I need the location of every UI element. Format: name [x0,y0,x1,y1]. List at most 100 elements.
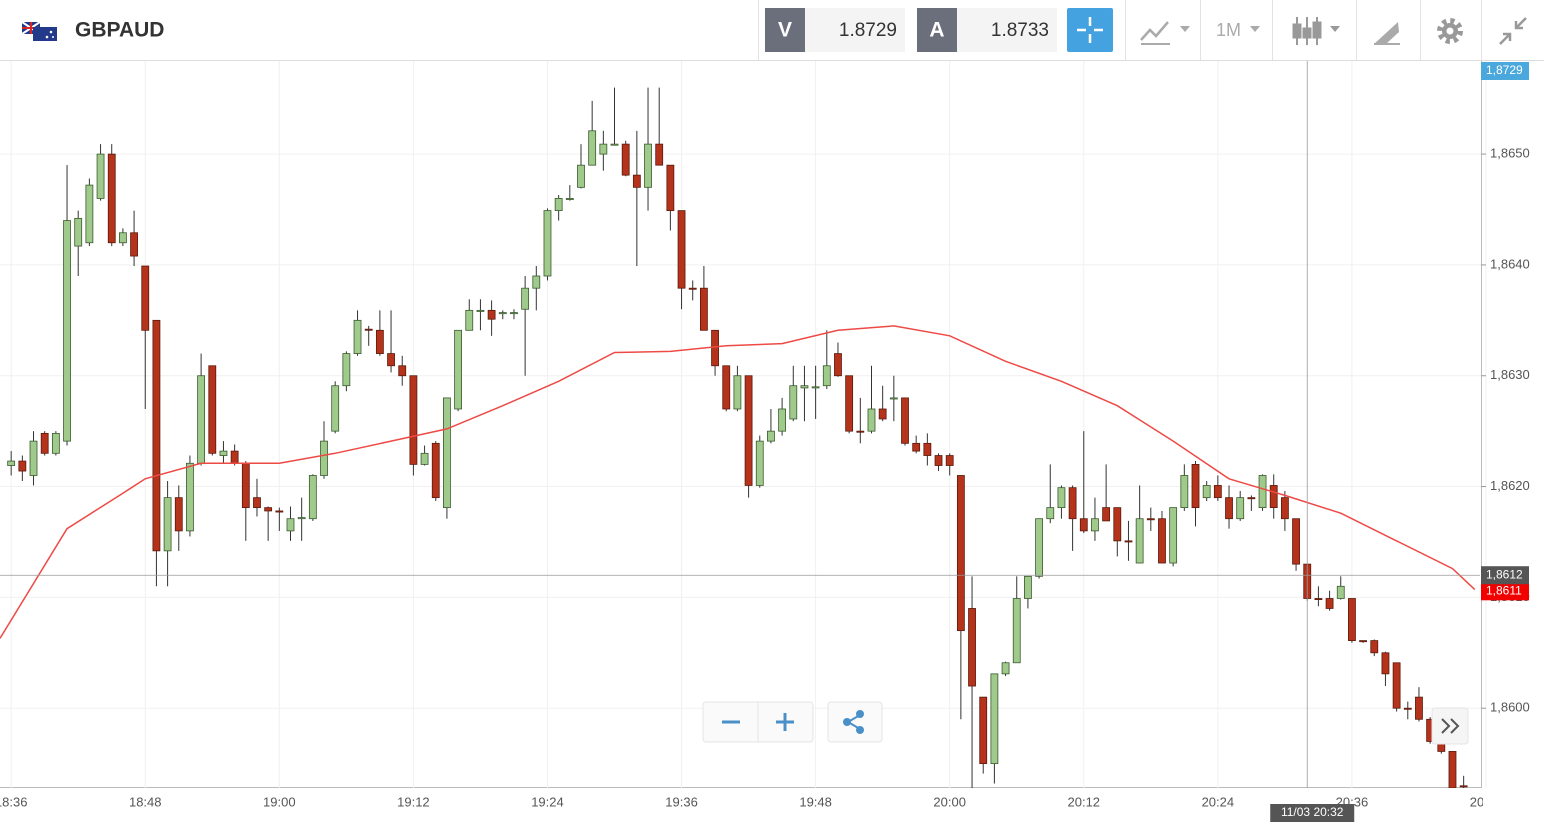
share-button[interactable] [827,701,883,743]
x-tick-label: 18:48 [129,794,162,809]
candle-body [1001,662,1010,675]
candle-body [1079,518,1088,532]
candle-body [96,153,105,199]
candle-body [342,353,351,387]
candle-body [811,386,820,389]
candle-body [498,312,507,315]
candle-body [755,440,764,486]
candle-body [431,442,440,499]
y-tick-label: 1,8600 [1490,700,1530,715]
candle-body [845,375,854,432]
candle-body [1280,497,1289,520]
candle-body [107,153,116,244]
candle-body [912,442,921,452]
time-axis: 18:36 18:48 19:00 19:12 19:24 19:36 19:48 20:00… [0,794,1483,809]
candle-body [1158,518,1166,564]
collapse-button[interactable] [1499,17,1527,45]
candle-body [297,517,306,520]
candle-body [711,329,719,367]
moving-average [0,325,1476,639]
candle-body [197,375,206,464]
y-tick-label: 1,8650 [1490,146,1530,161]
y-tick-label: 1,8630 [1490,367,1530,382]
candle-body [331,385,340,432]
drawing-button[interactable] [1374,22,1400,45]
candle-body [1448,751,1457,788]
candle-body [219,450,228,456]
candle-body [454,329,462,410]
candle-body [230,450,239,464]
x-tick-label: 20:12 [1068,794,1101,809]
candle-body [353,319,362,354]
x-tick-label: 19:24 [531,794,564,809]
scroll-end-button[interactable] [1431,707,1469,745]
chart-type-button[interactable] [1292,17,1340,45]
candle-body [487,309,496,320]
candle-body [409,375,418,465]
timeframe-button[interactable]: 1M [1216,20,1260,40]
candle-body [543,210,552,277]
candle-body [1035,518,1043,577]
last-price-box [1481,582,1529,601]
candle-body [599,143,608,155]
candle-body [398,365,407,377]
candle-body [901,397,909,444]
candle-body [1381,652,1390,675]
candle-body [666,164,675,212]
candle-body [264,507,273,512]
candle-body [85,184,94,244]
candle-body [1091,518,1099,532]
crosshair-button[interactable] [1067,8,1113,52]
candle-body [208,365,217,454]
candle-body [1124,540,1133,543]
candle-body [1236,497,1245,520]
candle-body [1191,463,1200,509]
ask-box [957,8,1057,52]
indicator-button[interactable] [1140,21,1190,45]
candle-body [577,164,585,188]
candle-body [51,432,60,454]
y-tick-label: 1,8620 [1490,478,1530,493]
x-tick-label: 19:00 [263,794,296,809]
candle-body [1314,598,1323,601]
candle-body [956,475,965,632]
separators [1125,0,1482,60]
candle-body [1046,507,1055,520]
candle-body [655,143,664,166]
candle-body [119,232,127,244]
crosshair-price-label: 1,8612 [1486,567,1523,581]
candle-body [1370,640,1379,654]
zoom-in[interactable] [776,713,794,731]
y-tick-label: 1,8640 [1490,256,1530,271]
ask-button[interactable] [917,8,957,52]
candle-body [1359,640,1367,643]
plot [0,61,1480,788]
candle-body [375,329,384,354]
candle-body [1057,487,1066,509]
timeframe: 1M [1216,20,1241,40]
bid-button[interactable] [765,8,805,52]
candle-body [18,460,27,472]
x-tick-label: 20:00 [933,794,966,809]
candle-body [610,143,619,146]
bid-price: 1.8729 [839,20,897,41]
candle-body [767,430,775,442]
candle-body [253,497,261,509]
candle-body [1169,507,1178,564]
candle-body [1403,707,1412,710]
candle-body [699,287,708,331]
x-tick-label: 19:12 [397,794,430,809]
candle-body [364,328,373,331]
candle-body [1292,518,1300,565]
flag [21,21,57,41]
settings-button[interactable] [1437,18,1463,44]
candle-body [1024,575,1032,599]
crosshair-time-label: 11/03 20:32 [1281,805,1344,819]
candle-body [420,452,429,465]
candle-body [174,497,183,532]
candle-body [565,198,574,200]
candle-body [1225,497,1233,520]
candle-body [1392,662,1401,709]
candle-body [688,287,697,290]
